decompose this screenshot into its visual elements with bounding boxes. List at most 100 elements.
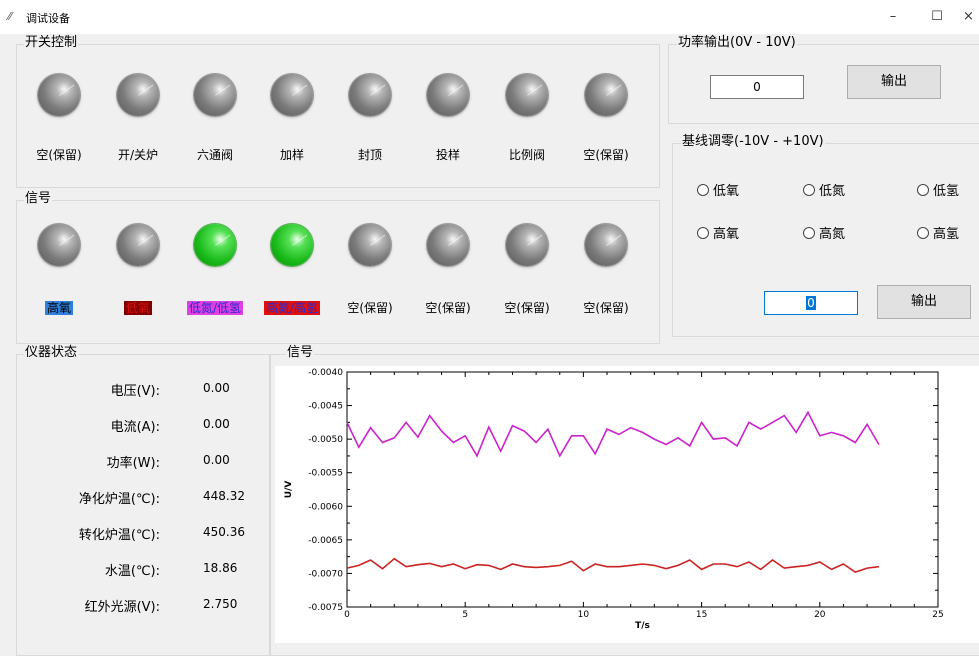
- signal-label-1: 高氧: [19, 300, 99, 316]
- app-icon: ⁄⁄: [8, 10, 12, 23]
- status-label: 电流(A):: [110, 420, 160, 435]
- switch-indicator-6[interactable]: [427, 74, 469, 116]
- signal-label-8: 空(保留): [566, 300, 646, 316]
- signal-indicator-3: [194, 224, 236, 266]
- switch-label-5: 封顶: [330, 147, 410, 163]
- y-axis-label: U/V: [284, 481, 294, 499]
- y-tick-label: -0.0060: [308, 502, 343, 512]
- switch-label-text: 投样: [435, 148, 460, 162]
- switch-indicator-7[interactable]: [506, 74, 548, 116]
- radio-label: 高氧: [713, 227, 740, 242]
- switch-label-6: 投样: [408, 147, 488, 163]
- radio-option-2[interactable]: 低氮: [803, 180, 845, 199]
- status-value: 0.00: [203, 417, 230, 431]
- signal-label-text: 低氮/低氢: [186, 301, 244, 315]
- power-output-title: 功率输出(0V - 10V): [677, 35, 797, 51]
- signal-label-2: 低氧: [98, 300, 178, 316]
- switch-indicator-3[interactable]: [194, 74, 236, 116]
- switch-label-3: 六通阀: [175, 147, 255, 163]
- x-tick-label: 15: [696, 610, 707, 620]
- switch-control-group: 开关控制: [16, 35, 660, 188]
- status-value: 18.86: [203, 561, 238, 575]
- switch-label-text: 空(保留): [36, 148, 82, 162]
- signal-label-text: 空(保留): [347, 301, 393, 315]
- radio-label: 高氮: [819, 227, 846, 242]
- switch-indicator-8[interactable]: [585, 74, 627, 116]
- y-tick-label: -0.0050: [308, 435, 343, 445]
- x-tick-label: 25: [932, 610, 943, 620]
- radio-option-5[interactable]: 高氮: [803, 223, 845, 242]
- radio-label: 低氧: [713, 184, 740, 199]
- x-tick-label: 20: [814, 610, 826, 620]
- signal-label-6: 空(保留): [408, 300, 488, 316]
- switch-indicator-5[interactable]: [349, 74, 391, 116]
- signal-group: 信号: [16, 191, 660, 344]
- radio-label: 低氢: [933, 184, 960, 199]
- status-value: 2.750: [203, 597, 238, 611]
- radio-option-1[interactable]: 低氧: [697, 180, 739, 199]
- radio-circle-icon: [803, 227, 815, 239]
- switch-indicator-1[interactable]: [38, 74, 80, 116]
- baseline-output-button[interactable]: 输出: [877, 285, 971, 319]
- switch-indicator-2[interactable]: [117, 74, 159, 116]
- radio-circle-icon: [803, 184, 815, 196]
- signal-indicator-8: [585, 224, 627, 266]
- signal-label-text: 空(保留): [504, 301, 550, 315]
- x-axis-label: T/s: [635, 621, 650, 631]
- signal-indicator-6: [427, 224, 469, 266]
- plot-frame: [346, 371, 939, 608]
- signal-indicator-2: [117, 224, 159, 266]
- y-tick-label: -0.0075: [308, 603, 343, 613]
- switch-label-text: 封顶: [357, 148, 382, 162]
- status-value: 0.00: [203, 381, 230, 395]
- signal-label-text: 空(保留): [425, 301, 471, 315]
- status-label: 功率(W):: [106, 456, 160, 471]
- baseline-zero-group: 基线调零(-10V - +10V): [672, 134, 979, 337]
- radio-label: 低氮: [819, 184, 846, 199]
- radio-option-4[interactable]: 高氧: [697, 223, 739, 242]
- signal-label-text: 高氮/高氢: [263, 301, 321, 315]
- switch-indicator-4[interactable]: [271, 74, 313, 116]
- x-tick-label: 5: [462, 610, 468, 620]
- maximize-button[interactable]: ☐: [931, 9, 943, 24]
- signal-line-chart: -0.0040 -0.0045 -0.0050 -0.0055 -0.0060 -0.00…: [284, 368, 944, 631]
- power-output-button[interactable]: 输出: [847, 65, 941, 99]
- status-label: 水温(℃):: [104, 564, 160, 579]
- radio-option-3[interactable]: 低氢: [917, 180, 959, 199]
- status-value: 450.36: [203, 525, 245, 539]
- baseline-input[interactable]: 0: [764, 291, 858, 315]
- instrument-status-title: 仪器状态: [24, 345, 79, 361]
- switch-label-text: 空(保留): [583, 148, 629, 162]
- radio-option-6[interactable]: 高氢: [917, 223, 959, 242]
- signal-chart-area: -0.0040 -0.0045 -0.0050 -0.0055 -0.0060 -0.00…: [275, 366, 979, 643]
- x-tick-label: 10: [578, 610, 590, 620]
- switch-label-text: 开/关炉: [117, 148, 159, 162]
- signal-label-text: 空(保留): [583, 301, 629, 315]
- baseline-input-value: 0: [806, 296, 816, 310]
- close-button[interactable]: ×: [963, 9, 974, 24]
- signal-label-text: 低氧: [123, 301, 152, 315]
- y-tick-label: -0.0065: [308, 536, 343, 546]
- status-label: 净化炉温(℃):: [78, 492, 160, 507]
- minimize-button[interactable]: –: [889, 9, 897, 24]
- switch-control-title: 开关控制: [24, 35, 79, 51]
- radio-circle-icon: [697, 227, 709, 239]
- signal-label-text: 高氧: [44, 301, 73, 315]
- radio-label: 高氢: [933, 227, 960, 242]
- y-tick-label: -0.0040: [308, 368, 343, 378]
- signal-title: 信号: [24, 191, 53, 207]
- signal-indicator-7: [506, 224, 548, 266]
- radio-circle-icon: [917, 184, 929, 196]
- window-title: 调试设备: [26, 12, 70, 25]
- signal-label-3: 低氮/低氢: [175, 300, 255, 316]
- baseline-zero-title: 基线调零(-10V - +10V): [681, 134, 825, 150]
- series-line-2: [346, 557, 879, 573]
- switch-label-text: 加样: [279, 148, 304, 162]
- switch-label-8: 空(保留): [566, 147, 646, 163]
- y-tick-label: -0.0045: [308, 402, 343, 412]
- signal-indicator-1: [38, 224, 80, 266]
- power-output-group: 功率输出(0V - 10V): [668, 35, 979, 124]
- switch-label-text: 比例阀: [508, 148, 545, 162]
- signal-label-4: 高氮/高氢: [252, 300, 332, 316]
- power-output-input[interactable]: 0: [710, 75, 804, 99]
